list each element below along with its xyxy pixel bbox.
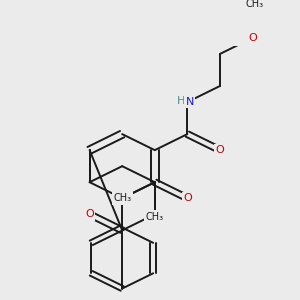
Text: CH₃: CH₃ [113, 193, 131, 203]
Text: O: O [85, 209, 94, 219]
Text: N: N [186, 97, 194, 107]
Text: O: O [183, 193, 192, 203]
Text: H: H [177, 96, 186, 106]
Text: O: O [216, 145, 224, 155]
Text: O: O [248, 33, 257, 43]
Text: N: N [118, 193, 126, 203]
Text: CH₃: CH₃ [146, 212, 164, 221]
Text: CH₃: CH₃ [245, 0, 263, 10]
